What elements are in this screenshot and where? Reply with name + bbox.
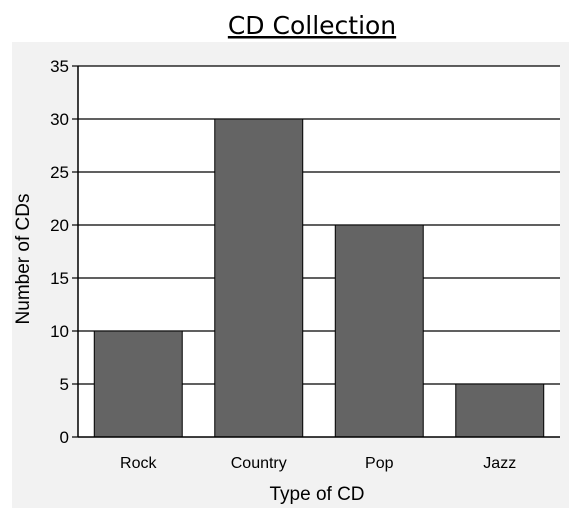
y-tick-label: 30 <box>50 110 69 129</box>
y-tick-label: 5 <box>60 375 69 394</box>
y-tick-label: 15 <box>50 269 69 288</box>
x-axis-label: Type of CD <box>269 484 364 505</box>
y-tick-label: 20 <box>50 216 69 235</box>
x-category-label: Country <box>231 455 287 472</box>
x-category-label: Pop <box>365 455 394 472</box>
y-tick-label: 25 <box>50 163 69 182</box>
x-category-label: Rock <box>120 455 157 472</box>
x-axis-category-labels: Rock Country Pop Jazz <box>120 455 516 472</box>
x-category-label: Jazz <box>483 455 516 472</box>
bar-jazz <box>455 383 545 438</box>
bars <box>93 118 545 438</box>
chart-title: CD Collection <box>228 11 396 40</box>
bar-rock <box>93 330 183 438</box>
y-tick-label: 10 <box>50 322 69 341</box>
y-tick-label: 35 <box>50 57 69 76</box>
y-axis-label: Number of CDs <box>13 194 34 325</box>
bar-country <box>214 118 304 438</box>
y-axis-ticks: 0 5 10 15 20 25 30 35 <box>50 57 78 447</box>
y-tick-label: 0 <box>60 428 69 447</box>
bar-pop <box>334 224 424 438</box>
